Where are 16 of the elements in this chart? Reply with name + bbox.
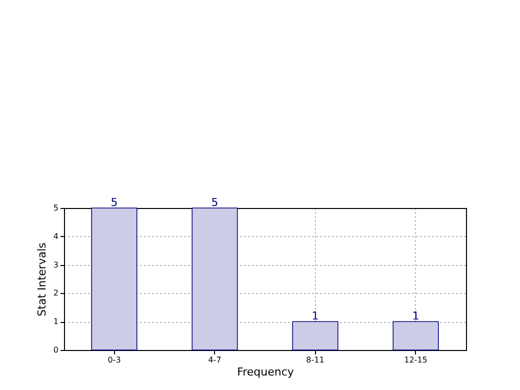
x-tick-label: 12-15 [404,356,428,364]
x-tick-label: 4-7 [208,356,222,364]
data-label: 1 [412,310,420,323]
y-tick-label: 1 [53,317,58,326]
x-tick-label: 8-11 [306,356,324,364]
y-axis-title: Stat Intervals [35,242,48,316]
data-label: 5 [110,196,118,209]
data-label: 5 [211,196,218,209]
data-label: 1 [312,310,319,323]
x-axis-title: Frequency [237,366,294,378]
y-tick-label: 0 [53,346,58,354]
y-tick-label: 5 [53,204,58,212]
y-tick-label: 2 [53,288,58,298]
y-tick-label: 4 [53,232,58,241]
x-tick-label: 0-3 [108,356,121,364]
y-tick-label: 3 [53,260,58,270]
